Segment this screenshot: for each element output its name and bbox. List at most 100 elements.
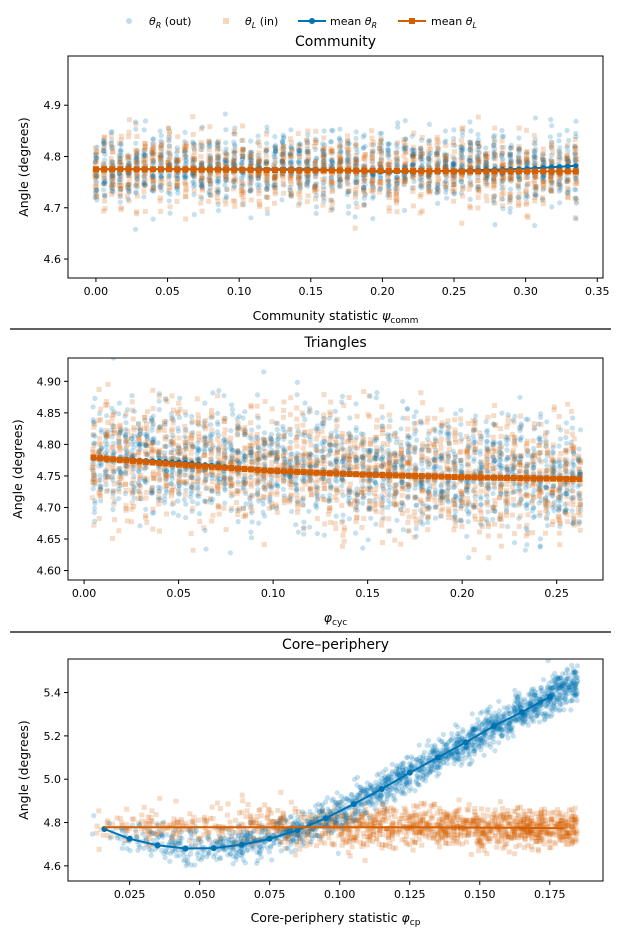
theta-r-point [289,509,294,514]
theta-r-point [91,486,96,491]
theta-r-point [321,416,326,421]
theta-l-point [369,128,374,133]
theta-l-point [362,154,367,159]
mean-theta-l-marker [199,167,205,173]
theta-l-point [129,519,134,524]
theta-l-point [215,393,220,398]
theta-l-point [368,499,373,504]
theta-l-point [117,424,122,429]
theta-r-point [195,487,200,492]
theta-l-point [394,503,399,508]
theta-r-point [346,204,351,209]
theta-r-point [328,448,333,453]
theta-r-point [158,155,163,160]
theta-r-point [387,493,392,498]
theta-l-point [157,529,162,534]
theta-l-point [360,460,365,465]
theta-r-point [255,392,260,397]
theta-r-point [346,211,351,216]
legend-label: mean θR [330,15,377,30]
theta-l-point [274,492,279,497]
theta-r-point [380,455,385,460]
theta-l-point [134,150,139,155]
theta-l-point [295,431,300,436]
theta-r-point [379,447,384,452]
theta-r-point [564,144,569,149]
theta-r-point [117,177,122,182]
theta-l-point [484,198,489,203]
theta-l-point [322,447,327,452]
theta-l-point [327,410,332,415]
theta-r-point [138,428,143,433]
theta-r-point [451,127,456,132]
theta-l-point [175,134,180,139]
theta-l-point [550,150,555,155]
theta-l-point [334,451,339,456]
theta-l-point [374,425,379,430]
theta-l-point [281,191,286,196]
theta-r-point [314,410,319,415]
theta-l-point [301,445,306,450]
theta-l-point [300,502,305,507]
theta-r-point [288,452,293,457]
x-tick-label: 0.00 [84,285,109,298]
theta-l-point [175,199,180,204]
theta-l-point [355,414,360,419]
theta-l-point [322,498,327,503]
theta-r-point [402,148,407,153]
theta-r-point [392,463,397,468]
theta-l-point [241,198,246,203]
theta-l-point [124,437,129,442]
theta-l-point [322,159,327,164]
theta-l-point [380,484,385,489]
theta-l-point [460,159,465,164]
theta-l-point [353,195,358,200]
theta-l-point [300,410,305,415]
theta-l-point [352,452,357,457]
theta-r-point [183,154,188,159]
theta-r-point [372,456,377,461]
theta-r-point [99,463,104,468]
mean-theta-l-marker [248,167,254,173]
theta-r-point [136,468,141,473]
theta-r-point [215,140,220,145]
theta-r-point [231,140,236,145]
theta-r-point [347,415,352,420]
mean-theta-l-marker [345,168,351,174]
theta-l-point [233,179,238,184]
theta-r-point [197,511,202,516]
theta-l-point [272,201,277,206]
theta-r-point [273,143,278,148]
theta-r-point [223,160,228,165]
theta-r-point [573,187,578,192]
theta-r-point [418,156,423,161]
theta-r-point [347,516,352,521]
theta-r-point [162,497,167,502]
theta-r-point [174,150,179,155]
theta-l-point [337,157,342,162]
theta-r-point [111,441,116,446]
theta-r-point [275,427,280,432]
theta-r-point [334,479,339,484]
theta-r-point [452,156,457,161]
theta-l-point [166,181,171,186]
theta-l-point [347,154,352,159]
theta-l-point [117,475,122,480]
theta-l-point [348,435,353,440]
theta-r-point [385,505,390,510]
theta-r-point [374,450,379,455]
theta-r-point [302,478,307,483]
theta-l-point [320,177,325,182]
theta-r-point [533,115,538,120]
theta-l-point [249,405,254,410]
theta-r-point [370,216,375,221]
theta-r-point [385,451,390,456]
theta-r-point [300,432,305,437]
legend-marker-mean-theta-l [409,18,415,24]
theta-l-point [247,154,252,159]
theta-l-point [198,154,203,159]
theta-r-point [248,187,253,192]
theta-r-point [183,502,188,507]
